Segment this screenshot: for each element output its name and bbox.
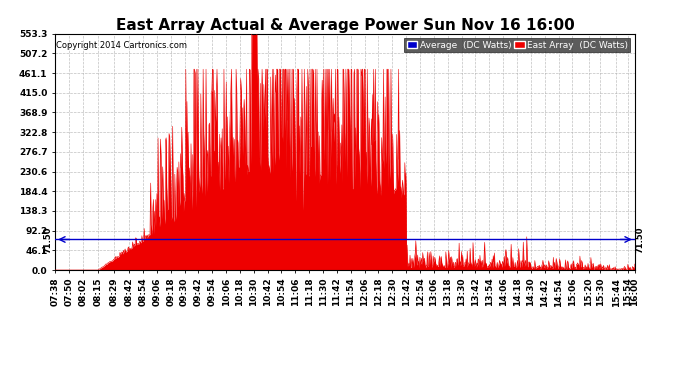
Legend: Average  (DC Watts), East Array  (DC Watts): Average (DC Watts), East Array (DC Watts… <box>404 38 630 52</box>
Text: 71.50: 71.50 <box>44 226 53 253</box>
Text: Copyright 2014 Cartronics.com: Copyright 2014 Cartronics.com <box>57 41 188 50</box>
Text: 71.50: 71.50 <box>636 226 645 253</box>
Title: East Array Actual & Average Power Sun Nov 16 16:00: East Array Actual & Average Power Sun No… <box>116 18 574 33</box>
